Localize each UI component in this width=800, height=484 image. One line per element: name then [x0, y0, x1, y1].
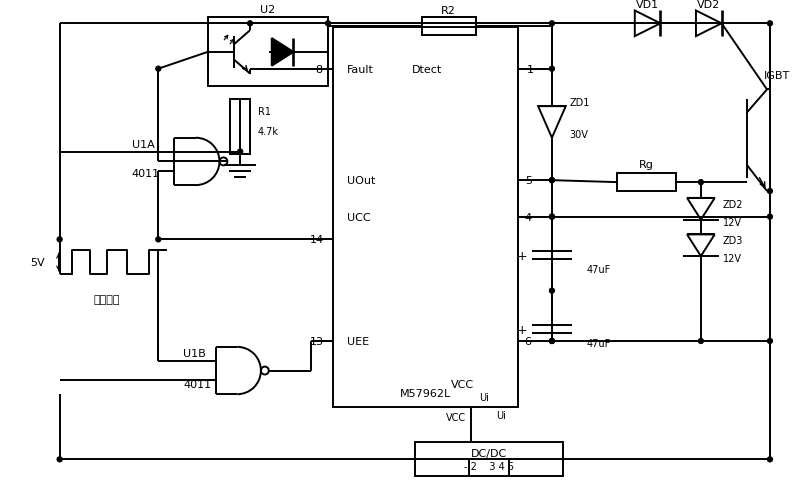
Text: U1A: U1A [132, 139, 154, 150]
Text: DC/DC: DC/DC [470, 449, 507, 458]
Text: +: + [517, 323, 528, 336]
Text: VD1: VD1 [636, 0, 659, 10]
Text: UCC: UCC [346, 212, 370, 222]
Text: 4.7k: 4.7k [258, 126, 279, 136]
Text: Ui: Ui [496, 410, 506, 420]
Text: ZD2: ZD2 [722, 199, 743, 210]
Circle shape [767, 457, 773, 462]
Text: 8: 8 [315, 64, 322, 75]
Text: IGBT: IGBT [764, 71, 790, 80]
Circle shape [767, 215, 773, 220]
Text: Dtect: Dtect [412, 64, 442, 75]
Text: VCC: VCC [451, 379, 474, 390]
Circle shape [767, 189, 773, 194]
Circle shape [238, 150, 242, 155]
Circle shape [57, 237, 62, 242]
Text: 47uF: 47uF [586, 264, 610, 274]
Circle shape [767, 339, 773, 344]
Text: 13: 13 [310, 336, 324, 346]
Circle shape [550, 215, 554, 220]
Bar [617, 174, 676, 192]
Text: M57962L: M57962L [400, 389, 451, 398]
Text: 4: 4 [525, 212, 532, 222]
Text: 5: 5 [525, 176, 532, 186]
Text: 4011: 4011 [132, 169, 160, 179]
Circle shape [550, 178, 554, 183]
Text: 14: 14 [310, 235, 324, 245]
Text: +: + [517, 249, 528, 262]
Text: Ui: Ui [479, 393, 489, 402]
Circle shape [247, 22, 253, 27]
Circle shape [550, 22, 554, 27]
Circle shape [550, 178, 554, 183]
Text: 驱动输入: 驱动输入 [94, 294, 120, 304]
Text: Fault: Fault [346, 64, 374, 75]
Circle shape [550, 339, 554, 344]
Circle shape [550, 215, 554, 220]
Text: UOut: UOut [346, 176, 375, 186]
Text: 6: 6 [525, 336, 532, 346]
Text: 5V: 5V [30, 257, 45, 268]
Text: 4011: 4011 [183, 379, 211, 390]
Text: VD2: VD2 [697, 0, 721, 10]
Text: UEE: UEE [346, 336, 369, 346]
Text: ZD3: ZD3 [722, 236, 743, 246]
Text: 30V: 30V [570, 130, 589, 139]
Circle shape [326, 22, 330, 27]
Text: 12V: 12V [722, 217, 742, 227]
Text: R1: R1 [258, 107, 271, 117]
Bar [414, 442, 562, 476]
Circle shape [550, 339, 554, 344]
Text: Rg: Rg [639, 160, 654, 170]
Circle shape [767, 22, 773, 27]
Polygon shape [272, 39, 294, 67]
Circle shape [698, 339, 703, 344]
Text: R2: R2 [441, 6, 456, 16]
Text: 12V: 12V [722, 254, 742, 264]
Circle shape [698, 180, 703, 185]
Circle shape [57, 457, 62, 462]
Bar [422, 18, 476, 36]
Circle shape [156, 67, 161, 72]
Text: - 2    3 4 5: - 2 3 4 5 [464, 461, 514, 471]
Bar [333, 28, 518, 407]
Circle shape [550, 67, 554, 72]
Text: U2: U2 [260, 5, 275, 15]
Text: ZD1: ZD1 [570, 98, 590, 108]
Bar [230, 100, 250, 154]
Text: VCC: VCC [446, 412, 466, 422]
Circle shape [550, 288, 554, 293]
Circle shape [156, 237, 161, 242]
Text: U1B: U1B [183, 348, 206, 358]
Text: 1: 1 [526, 64, 534, 75]
Text: 47uF: 47uF [586, 338, 610, 348]
Bar [208, 18, 328, 87]
